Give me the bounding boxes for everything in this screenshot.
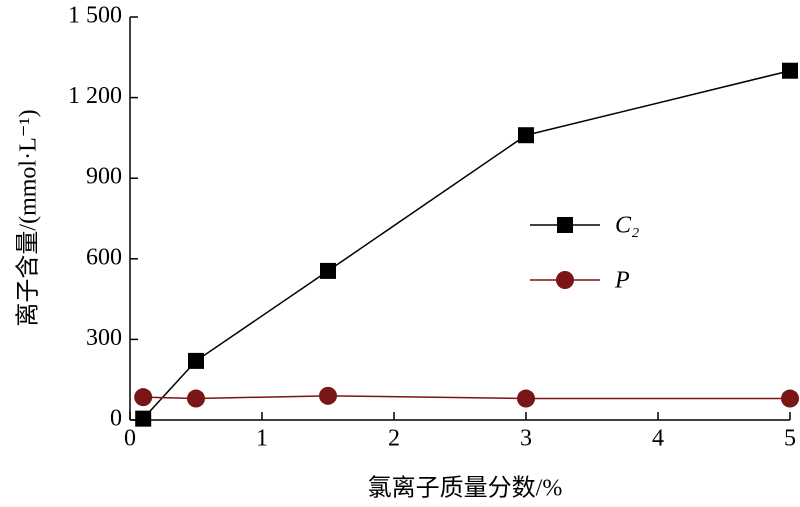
marker — [319, 386, 337, 405]
x-axis-label: 氯离子质量分数/% — [368, 475, 563, 502]
marker — [518, 127, 534, 144]
marker — [135, 410, 152, 427]
marker — [782, 62, 798, 79]
x-tick-label: 0 — [124, 426, 136, 452]
legend-label: P — [614, 268, 630, 294]
series-line — [142, 70, 791, 420]
y-axis-label: 离子含量/(mmol·L⁻¹) — [15, 109, 42, 326]
x-tick-label: 1 — [256, 426, 268, 452]
y-tick-label: 0 — [110, 406, 122, 432]
legend-label: C₂ — [615, 213, 639, 239]
y-tick-label: 1 200 — [68, 83, 122, 109]
marker — [188, 352, 204, 369]
y-tick-label: 600 — [86, 244, 122, 270]
x-tick-label: 3 — [520, 426, 532, 452]
y-tick-label: 300 — [86, 325, 122, 351]
legend-marker — [557, 217, 573, 233]
marker — [781, 389, 799, 408]
legend-marker — [556, 271, 574, 289]
x-tick-label: 2 — [388, 426, 400, 452]
marker — [134, 388, 153, 407]
x-tick-label: 5 — [784, 426, 796, 452]
y-tick-label: 900 — [86, 164, 122, 190]
marker — [187, 389, 205, 408]
marker — [320, 262, 336, 279]
x-tick-label: 4 — [652, 426, 664, 452]
y-tick-label: 1 500 — [68, 3, 122, 29]
marker — [517, 389, 535, 408]
series-line — [143, 395, 790, 400]
